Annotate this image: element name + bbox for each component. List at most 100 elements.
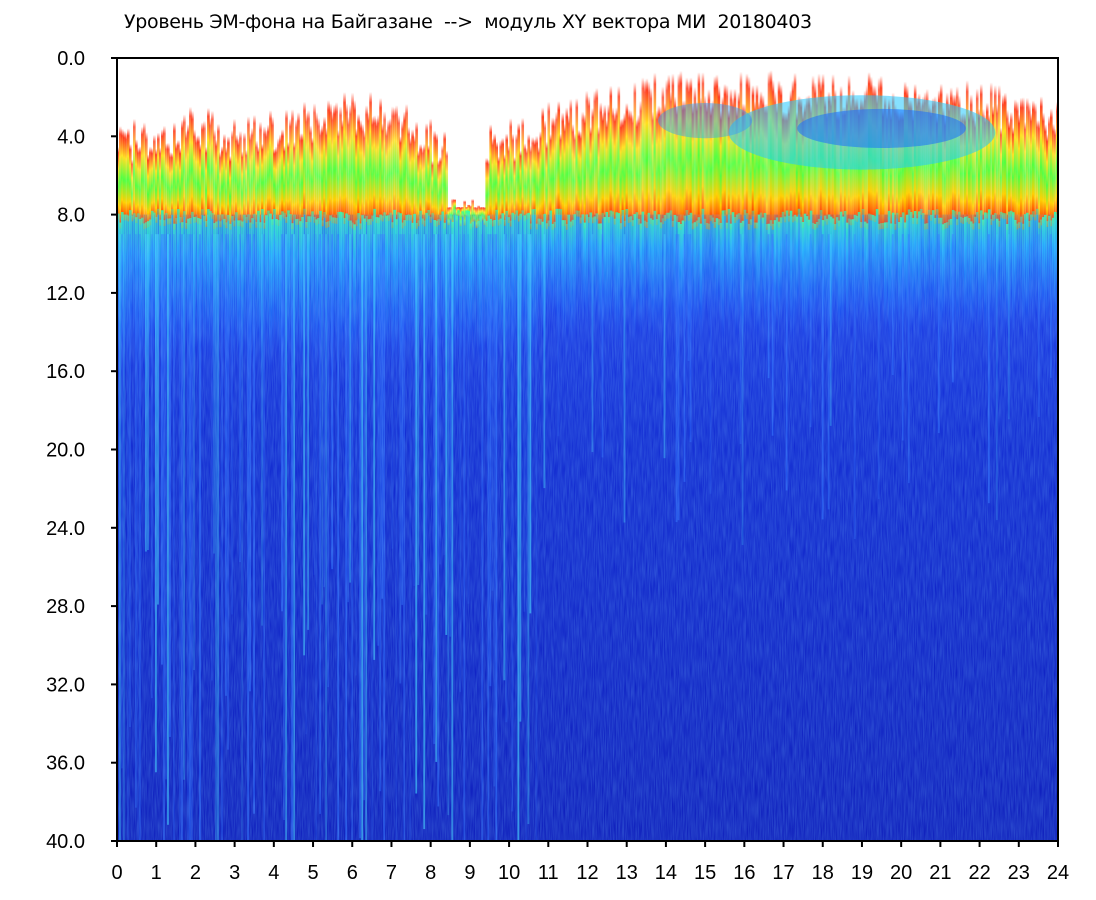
hot-column [223,133,226,225]
hot-column [885,110,889,229]
hot-column [599,102,603,230]
hot-column [199,143,202,225]
x-tick-label: 5 [307,862,318,884]
hot-column [221,146,224,221]
hot-column [417,150,420,227]
hot-column [257,146,260,217]
hot-column [623,112,627,227]
x-tick-label: 6 [347,862,358,884]
hot-column [587,96,591,223]
hot-column [333,104,336,224]
hot-column [541,107,545,228]
hot-column [889,110,893,230]
hot-column [575,98,579,217]
hot-column [389,118,392,219]
hot-column [239,130,242,227]
hot-column [595,87,599,220]
hot-column [775,103,779,224]
hot-column [387,119,390,222]
hot-column [243,132,246,221]
hot-column [997,85,1001,227]
hot-column [535,135,539,230]
hot-column [585,90,589,221]
x-tick-label: 9 [464,862,475,884]
hot-column [295,119,298,225]
hot-column [391,106,394,229]
hot-column [1039,96,1043,226]
hot-column [1035,119,1039,215]
hot-column [723,83,727,217]
hot-column [439,156,442,221]
hot-column [207,107,210,216]
hot-column [263,126,266,229]
y-tick-label: 8.0 [57,205,85,227]
x-tick-label: 10 [498,862,520,884]
hot-column [131,159,134,222]
hot-column [277,138,280,226]
hot-column [583,114,587,229]
hot-column [245,149,248,223]
hot-column [795,111,799,223]
hot-column [637,114,641,225]
hot-column [611,107,615,218]
hot-column [565,107,569,230]
hot-column [761,95,765,224]
hot-column [183,114,186,218]
hot-column [211,110,214,219]
hot-column [385,128,388,222]
hot-column [625,102,629,215]
hot-column [449,206,452,221]
hot-column [197,135,200,224]
hot-column [139,146,142,225]
hot-column [201,122,204,216]
hot-column [705,102,709,229]
y-tick-label: 0.0 [57,48,85,70]
hot-column [151,148,154,217]
hot-column [301,133,304,223]
hot-column [363,130,366,225]
hot-column [463,200,466,226]
hot-column [713,76,717,228]
hot-column [445,150,448,221]
hot-column [967,111,971,224]
hot-column [511,133,515,219]
hot-column [501,137,505,220]
hot-column [757,101,761,221]
hot-column [421,147,424,225]
hot-column [227,136,230,221]
hot-column [531,137,535,216]
hot-column [393,107,396,216]
hot-column [571,124,575,226]
hot-column [731,97,735,219]
hot-column [697,72,701,224]
hot-column [591,107,595,224]
hot-column [173,122,176,230]
hot-column [555,111,559,215]
hot-column [415,121,418,229]
y-tick-label: 24.0 [46,518,85,540]
hot-column [155,148,158,223]
hot-column [279,134,282,221]
hot-column [481,206,484,221]
hot-column [715,74,719,225]
hot-column [1025,97,1029,219]
hot-column [649,87,653,225]
hot-column [441,145,444,218]
hot-column [747,76,751,230]
hot-column [335,102,338,224]
hot-column [699,97,703,230]
hot-column [273,148,276,215]
hot-column [123,130,126,221]
hot-column [513,157,517,221]
x-axis: 0 1 2 3 4 5 6 7 8 9 10 11 12 13 14 15 16 17 18 19 20 21 22 23 24 [111,841,1069,884]
hot-column [665,79,669,219]
hot-column [413,135,416,220]
hot-column [377,114,380,224]
hot-column [985,102,989,219]
hot-column [289,118,292,220]
hot-column [733,88,737,223]
hot-column [717,85,721,226]
hot-column [993,85,997,219]
hot-column [145,132,148,229]
